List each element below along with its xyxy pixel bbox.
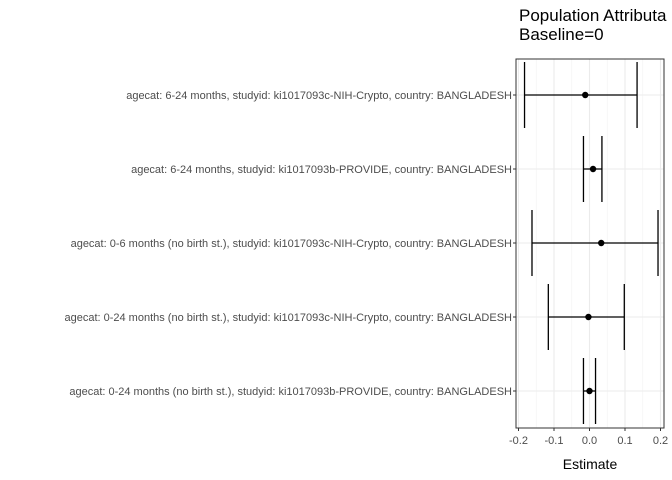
- plot-subtitle: Baseline=0: [519, 25, 604, 44]
- estimate-points: [582, 91, 605, 395]
- x-tick-label: 0.2: [653, 435, 668, 447]
- category-label: agecat: 0-24 months (no birth st.), stud…: [69, 386, 512, 398]
- estimate-point: [598, 239, 605, 247]
- x-tick-label: -0.1: [545, 435, 564, 447]
- category-label: agecat: 6-24 months, studyid: ki1017093b…: [131, 164, 512, 176]
- estimate-point: [582, 91, 589, 99]
- y-ticks: [513, 94, 516, 392]
- x-axis-title: Estimate: [563, 456, 618, 472]
- category-label: agecat: 6-24 months, studyid: ki1017093c…: [126, 90, 512, 102]
- category-labels: agecat: 6-24 months, studyid: ki1017093c…: [64, 90, 512, 398]
- estimate-point: [585, 313, 592, 321]
- category-label: agecat: 0-24 months (no birth st.), stud…: [64, 312, 512, 324]
- x-ticks: -0.2 -0.1 0.0 0.1 0.2: [509, 428, 668, 447]
- category-label: agecat: 0-6 months (no birth st.), study…: [71, 238, 512, 250]
- x-tick-label: 0.1: [617, 435, 632, 447]
- estimate-point: [589, 165, 597, 173]
- estimate-point: [586, 387, 593, 395]
- plot-title: Population Attributa: [519, 6, 667, 25]
- x-tick-label: -0.2: [509, 435, 528, 447]
- x-tick-label: 0.0: [582, 435, 597, 447]
